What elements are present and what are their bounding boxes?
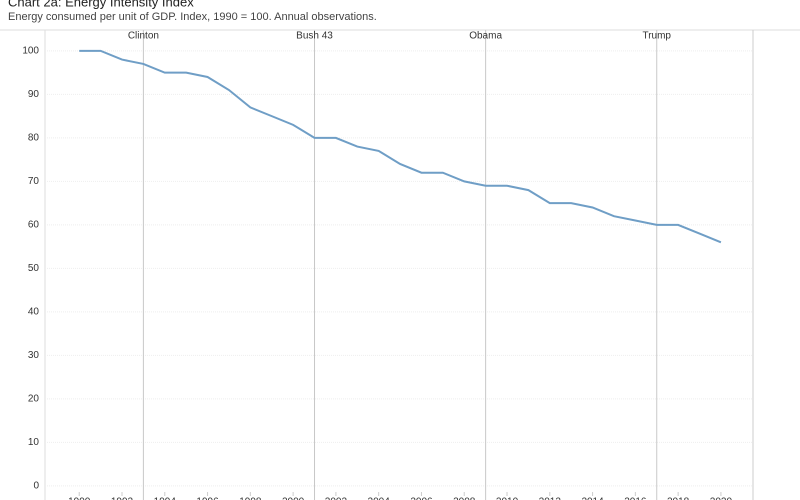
x-tick-label: 1992: [111, 497, 134, 500]
series-line: [79, 49, 722, 244]
y-tick-label: 20: [28, 394, 40, 405]
x-tick-label: 2020: [710, 497, 733, 500]
chart-title: Chart 2a: Energy Intensity Index: [8, 0, 194, 9]
x-tick-label: 2010: [496, 497, 519, 500]
y-tick-label: 0: [33, 481, 39, 492]
annotation-label: Clinton: [128, 31, 159, 42]
x-tick-label: 2018: [667, 497, 690, 500]
x-tick-label: 2012: [539, 497, 562, 500]
annotation-label: Trump: [642, 31, 671, 42]
y-tick-label: 40: [28, 307, 40, 318]
y-tick-label: 60: [28, 220, 40, 231]
x-tick-label: 1990: [68, 497, 91, 500]
y-tick-label: 70: [28, 176, 40, 187]
x-tick-label: 2006: [410, 497, 433, 500]
y-tick-label: 100: [22, 46, 39, 57]
x-tick-label: 1994: [154, 497, 177, 500]
y-tick-label: 50: [28, 263, 40, 274]
y-tick-label: 90: [28, 89, 40, 100]
x-tick-label: 1996: [196, 497, 219, 500]
y-tick-label: 80: [28, 133, 40, 144]
x-tick-label: 2004: [368, 497, 391, 500]
x-tick-label: 2000: [282, 497, 305, 500]
annotation-label: Bush 43: [296, 31, 333, 42]
x-tick-label: 2016: [624, 497, 647, 500]
x-tick-label: 1998: [239, 497, 262, 500]
y-tick-label: 30: [28, 350, 40, 361]
x-tick-label: 2008: [453, 497, 476, 500]
x-tick-label: 2002: [325, 497, 348, 500]
annotation-label: Obama: [469, 31, 502, 42]
x-tick-label: 2014: [581, 497, 604, 500]
chart-subtitle: Energy consumed per unit of GDP. Index, …: [8, 11, 377, 23]
y-tick-label: 10: [28, 437, 40, 448]
